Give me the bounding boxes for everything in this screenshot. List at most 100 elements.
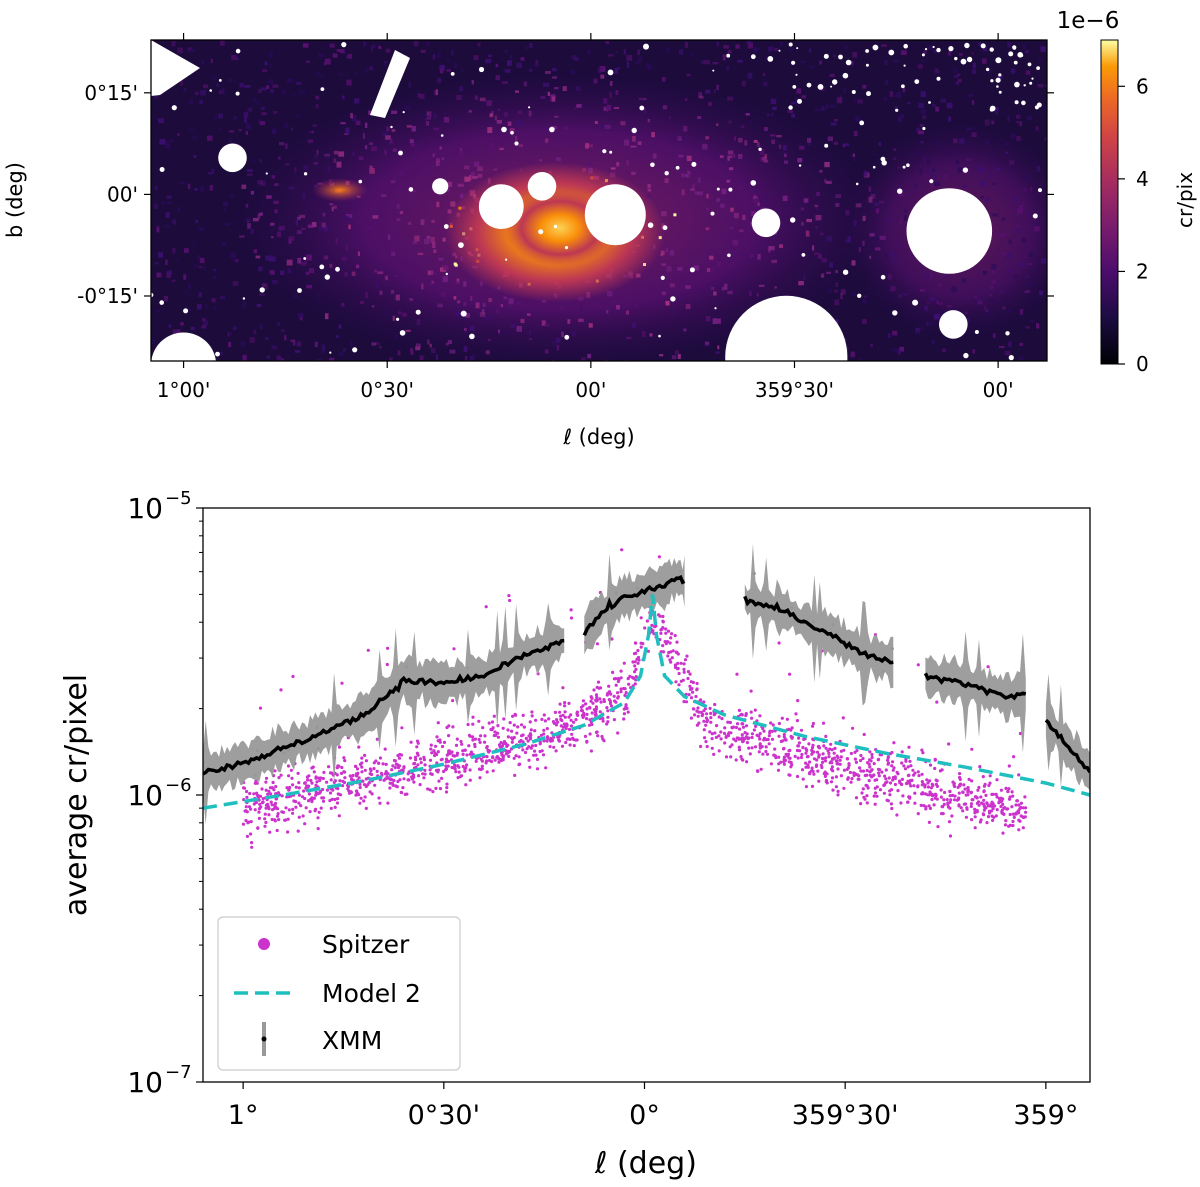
- noise-pixel: [341, 303, 345, 307]
- noise-pixel: [357, 251, 360, 256]
- spitzer-point: [515, 731, 519, 735]
- noise-pixel: [980, 195, 984, 199]
- noise-pixel: [723, 45, 729, 49]
- noise-pixel: [603, 98, 608, 104]
- noise-pixel: [581, 357, 586, 361]
- spitzer-point: [437, 779, 441, 783]
- spitzer-point: [593, 713, 597, 717]
- colorbar-tick-label: 6: [1136, 74, 1149, 98]
- spitzer-point: [339, 771, 344, 776]
- spitzer-point: [314, 793, 318, 797]
- noise-pixel: [300, 262, 307, 266]
- spitzer-point: [812, 772, 816, 776]
- noise-pixel: [399, 170, 405, 176]
- noise-pixel: [821, 258, 828, 263]
- noise-pixel: [551, 126, 557, 129]
- noise-pixel: [1010, 132, 1016, 139]
- spitzer-point: [732, 737, 736, 741]
- noise-pixel: [489, 142, 495, 148]
- spitzer-point: [253, 808, 257, 812]
- noise-pixel: [529, 337, 532, 341]
- spitzer-point: [590, 711, 594, 715]
- noise-pixel: [874, 247, 881, 251]
- noise-pixel: [270, 254, 274, 258]
- spitzer-point: [796, 699, 800, 703]
- noise-pixel: [524, 46, 529, 50]
- noise-pixel: [927, 159, 930, 165]
- masked-point: [901, 84, 905, 89]
- noise-pixel: [230, 252, 236, 258]
- spitzer-point: [349, 790, 353, 795]
- noise-pixel: [806, 218, 812, 223]
- noise-pixel: [917, 64, 923, 69]
- spitzer-point: [745, 732, 749, 736]
- noise-pixel: [391, 252, 396, 256]
- spitzer-point: [274, 797, 278, 801]
- masked-point: [714, 307, 717, 310]
- noise-pixel: [420, 49, 426, 53]
- noise-pixel: [637, 56, 643, 62]
- spitzer-point: [428, 788, 432, 792]
- masked-point: [1023, 84, 1026, 87]
- masked-point: [341, 42, 347, 48]
- spitzer-point: [619, 676, 623, 680]
- spitzer-point: [276, 791, 280, 795]
- noise-pixel: [990, 298, 993, 302]
- spitzer-point: [824, 778, 829, 783]
- noise-pixel: [333, 205, 337, 209]
- spitzer-point: [343, 776, 347, 780]
- spitzer-point: [912, 784, 916, 788]
- noise-pixel: [995, 109, 999, 115]
- masked-point: [320, 87, 325, 91]
- spitzer-point: [830, 748, 834, 752]
- masked-point: [906, 163, 910, 167]
- noise-pixel: [296, 230, 302, 235]
- spitzer-point: [850, 777, 854, 781]
- noise-pixel: [1016, 121, 1023, 124]
- noise-pixel: [1003, 142, 1010, 146]
- noise-pixel: [172, 247, 176, 254]
- noise-pixel: [477, 42, 481, 47]
- spitzer-point: [1018, 819, 1022, 823]
- noise-pixel: [544, 349, 549, 354]
- noise-pixel: [271, 236, 274, 239]
- spitzer-point: [581, 699, 586, 703]
- noise-pixel: [987, 310, 991, 316]
- noise-pixel: [787, 110, 793, 113]
- noise-pixel: [647, 184, 651, 188]
- noise-pixel: [826, 271, 831, 274]
- spitzer-point: [796, 744, 801, 748]
- noise-pixel: [168, 324, 172, 328]
- spitzer-point: [750, 746, 754, 750]
- noise-pixel: [259, 121, 266, 125]
- noise-pixel: [632, 136, 636, 142]
- noise-pixel: [784, 153, 787, 158]
- noise-pixel: [1019, 342, 1024, 346]
- noise-pixel: [852, 157, 858, 162]
- masked-point: [788, 42, 793, 47]
- masked-point: [872, 165, 876, 169]
- noise-pixel: [228, 78, 233, 82]
- spitzer-point: [1024, 810, 1028, 814]
- spitzer-point: [865, 801, 869, 805]
- noise-pixel: [820, 273, 825, 278]
- noise-pixel: [801, 222, 804, 226]
- noise-pixel: [913, 357, 917, 361]
- spitzer-point: [422, 755, 426, 759]
- spitzer-point: [309, 778, 313, 783]
- spitzer-point: [757, 734, 761, 738]
- noise-pixel: [165, 143, 171, 149]
- spitzer-point: [463, 748, 467, 752]
- y-tick-label: 10: [127, 492, 163, 525]
- noise-pixel: [283, 122, 289, 129]
- spitzer-point: [534, 718, 538, 722]
- spitzer-point: [557, 738, 561, 742]
- spitzer-point: [878, 788, 883, 792]
- noise-pixel: [561, 331, 564, 337]
- spitzer-point: [397, 764, 402, 768]
- spitzer-point: [613, 699, 617, 703]
- noise-pixel: [687, 170, 691, 175]
- spitzer-point: [611, 670, 615, 675]
- spitzer-point: [275, 828, 279, 833]
- noise-pixel: [974, 296, 977, 299]
